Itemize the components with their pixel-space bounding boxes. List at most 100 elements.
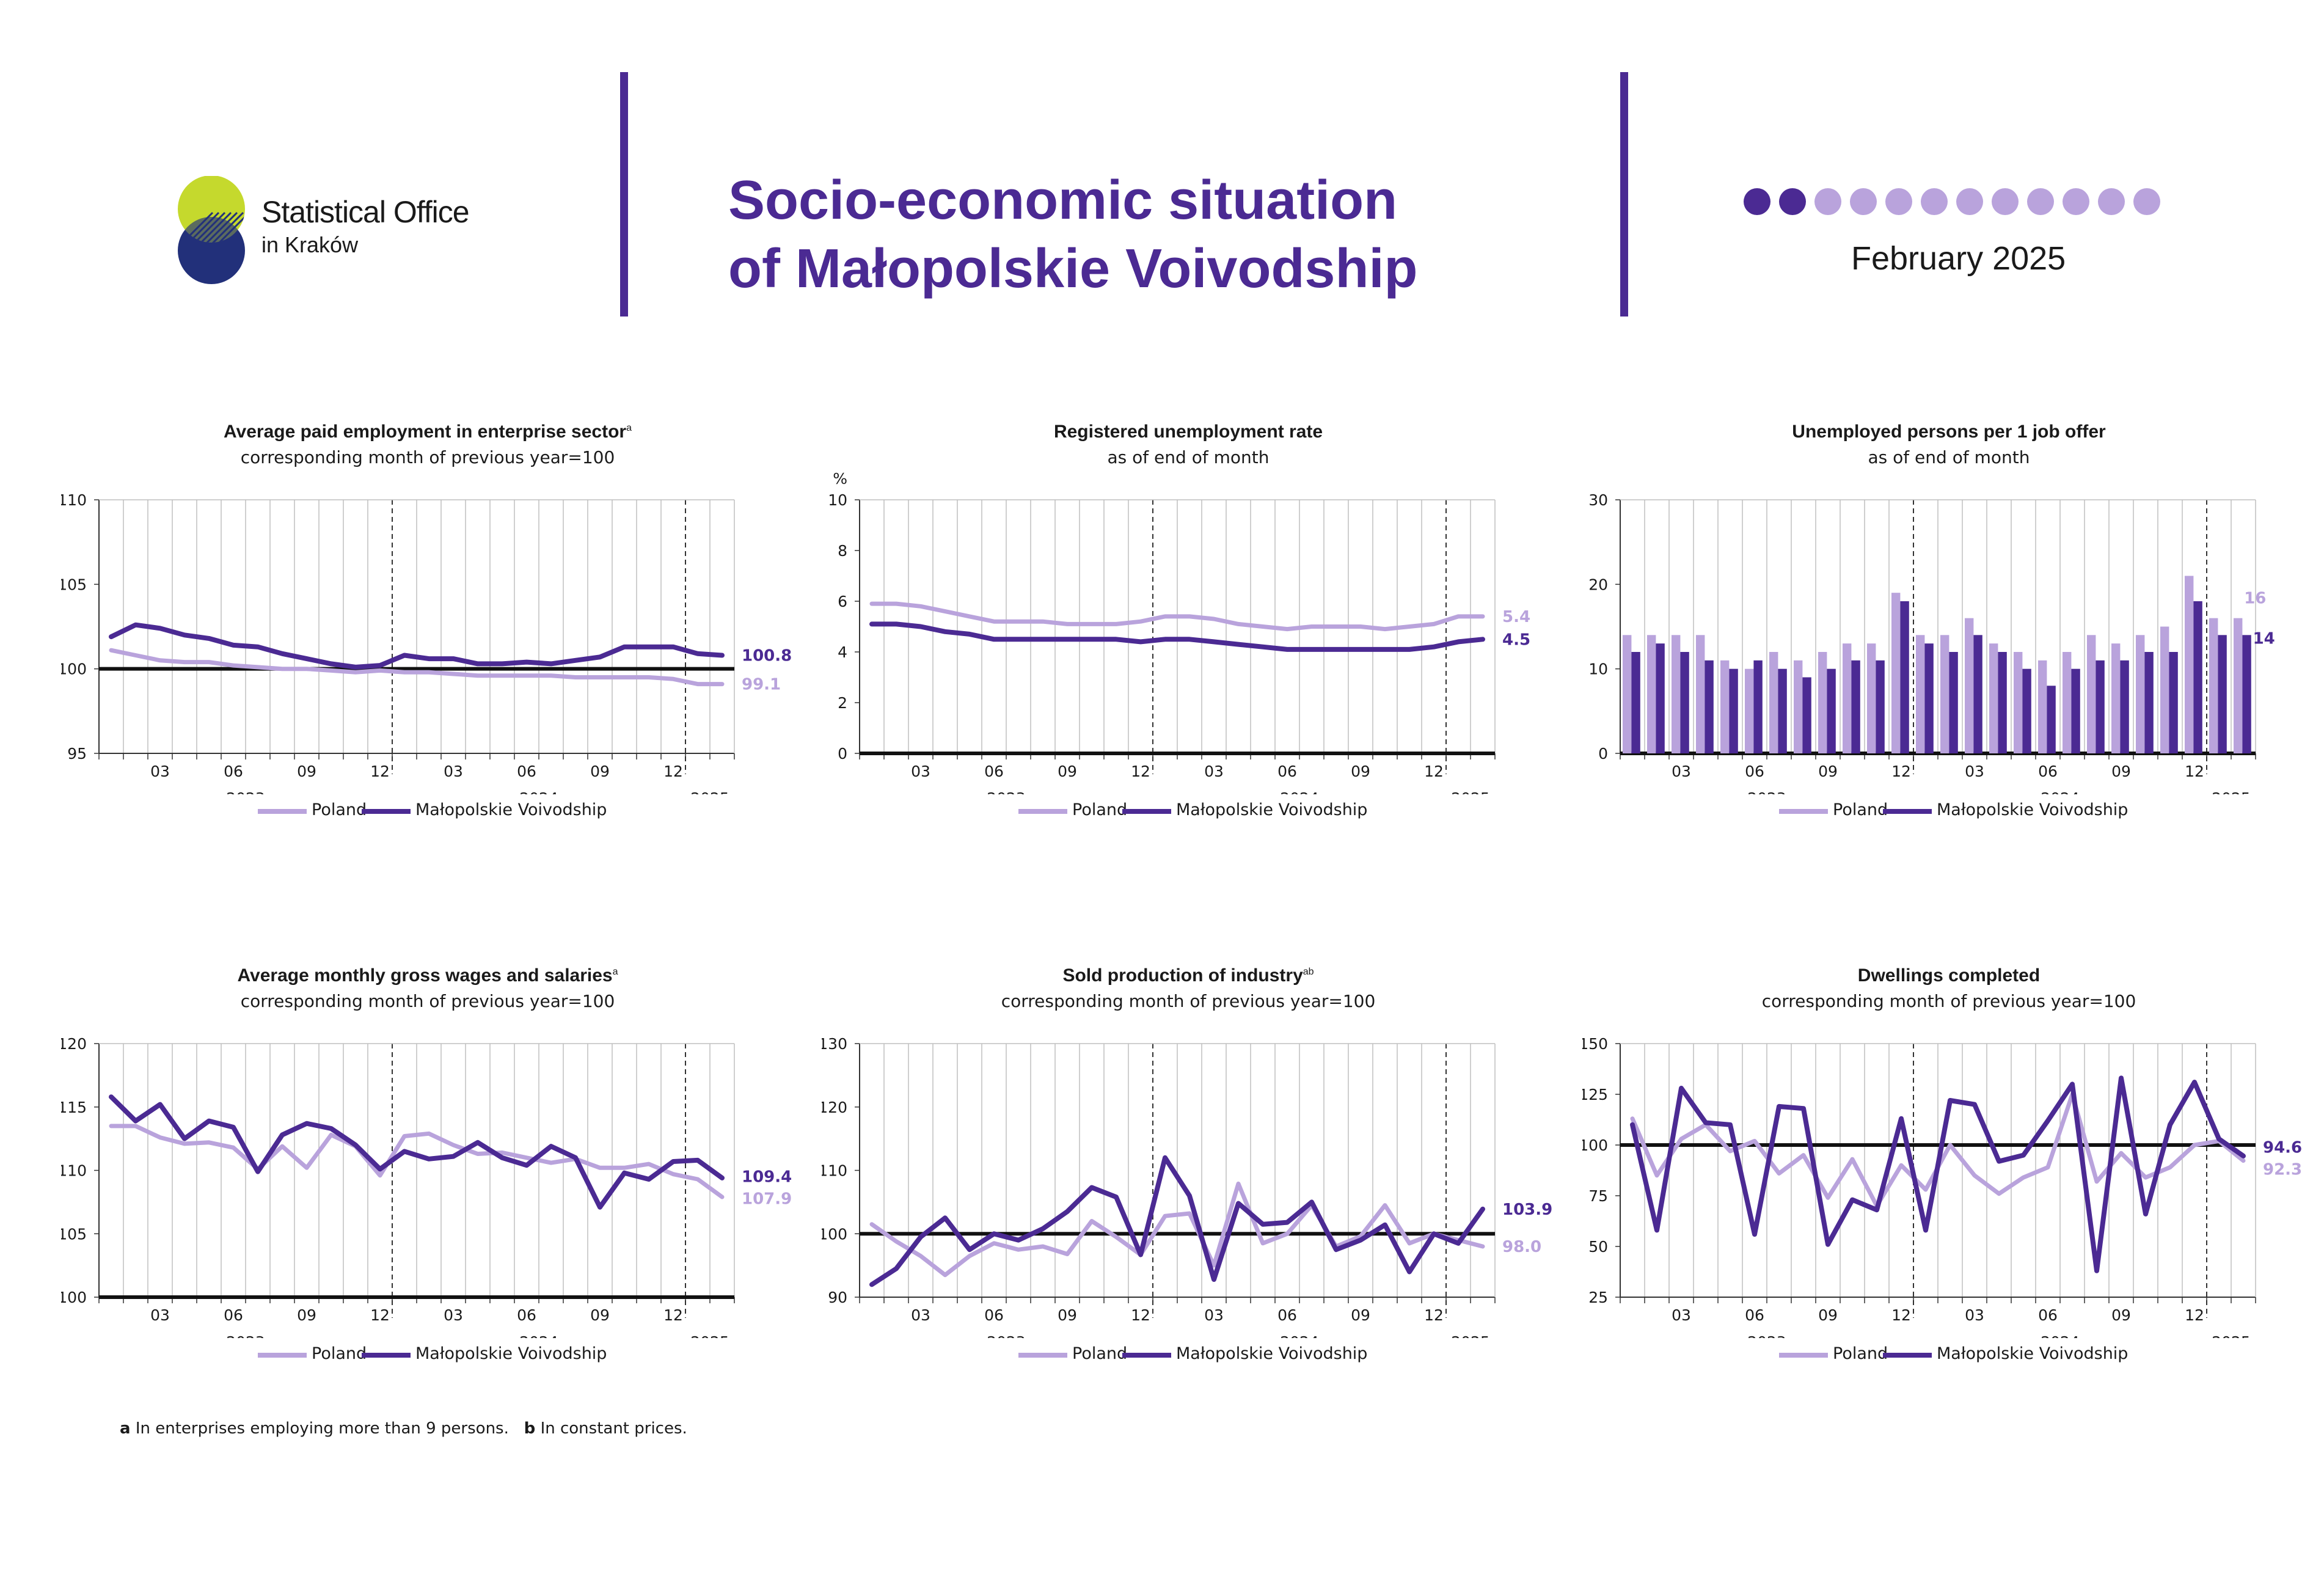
y-tick-label: 20 [1588,576,1608,593]
x-year-label: 2025 [1451,789,1490,794]
y-tick-label: 105 [61,576,87,593]
series-line-malopolskie [109,1094,725,1210]
x-tick-label: 12 [1891,1306,1911,1324]
x-tick-label: 12 [1424,763,1444,780]
bar-poland [1916,635,1925,753]
chart-subtitle: corresponding month of previous year=100 [1001,991,1376,1011]
logo-text-line1: Statistical Office [261,195,470,229]
chart-title: Average monthly gross wages and salaries… [61,965,794,986]
progress-dot [2098,188,2125,215]
legend-label: Małopolskie Voivodship [1176,1344,1368,1363]
y-tick-label: 105 [61,1225,87,1243]
y-tick-label: 95 [67,745,87,763]
legend-label: Poland [312,800,367,819]
x-tick-label: 06 [224,1306,243,1324]
x-tick-label: 09 [2111,1306,2131,1324]
y-unit-label: % [833,470,847,488]
x-year-label: 2025 [2212,1333,2251,1338]
y-tick-label: 50 [1588,1238,1608,1256]
progress-dot-active [1744,188,1770,215]
x-tick-label: 12 [2185,1306,2204,1324]
series-line-poland [869,601,1485,632]
legend-label: Małopolskie Voivodship [415,1344,607,1363]
y-tick-label: 6 [838,593,847,610]
progress-dot [1885,188,1912,215]
chart-legend: Poland Małopolskie Voivodship [61,800,794,825]
bar-poland [1867,643,1876,753]
x-year-label: 2023 [226,789,265,794]
logo-text-line2: in Kraków [261,232,359,257]
bar-malopolskie [2144,652,2154,753]
y-tick-label: 0 [1598,745,1608,763]
x-tick-label: 03 [150,763,170,780]
chart-panel-unemployed_per_offer: Unemployed persons per 1 job offer as of … [1582,422,2315,837]
series-line-poland [869,1181,1485,1278]
x-tick-label: 12 [370,1306,390,1324]
y-tick-label: 110 [822,1162,847,1180]
series-line-malopolskie [869,1155,1485,1287]
chart-title-footnote-marker: a [612,967,618,977]
y-tick-label: 10 [1588,660,1608,678]
x-tick-label: 12 [663,1306,683,1324]
series-line-malopolskie [1630,1075,2246,1273]
x-year-label: 2024 [519,789,558,794]
x-tick-label: 06 [2038,763,2058,780]
x-tick-label: 12 [663,763,683,780]
bar-poland [1891,593,1901,753]
bar-malopolskie [2218,635,2227,753]
header-divider-left [620,72,628,317]
chart-title-footnote-marker: a [626,423,632,433]
footnote-a-text: In enterprises employing more than 9 per… [135,1419,509,1438]
series-line-poland [109,1124,725,1199]
x-tick-label: 12 [1131,763,1150,780]
bar-malopolskie [1998,652,2007,753]
chart-legend: Poland Małopolskie Voivodship [822,1344,1555,1369]
legend-swatch [1018,809,1067,814]
bar-poland [1940,635,1949,753]
end-value-label: 99.1 [742,676,781,694]
x-tick-label: 03 [1965,1306,1984,1324]
x-tick-label: 03 [1672,763,1691,780]
footnote-b-text: In constant prices. [540,1419,687,1438]
x-tick-label: 09 [1058,1306,1077,1324]
x-tick-label: 06 [2038,1306,2058,1324]
x-tick-label: 06 [984,1306,1004,1324]
x-year-label: 2024 [2041,1333,2080,1338]
y-tick-label: 4 [838,643,847,661]
progress-dot [1956,188,1983,215]
legend-swatch [1122,1353,1171,1358]
series-line-malopolskie [869,621,1485,652]
logo-mark-icon [178,175,245,284]
x-tick-label: 09 [297,763,316,780]
progress-dot [1992,188,2019,215]
y-tick-label: 110 [61,491,87,509]
x-year-label: 2024 [519,1333,558,1338]
end-value-label: 5.4 [1502,608,1530,626]
y-tick-label: 110 [61,1162,87,1180]
bar-malopolskie [1705,660,1714,753]
y-tick-label: 130 [822,1035,847,1053]
y-tick-label: 25 [1588,1289,1608,1306]
chart-legend: Poland Małopolskie Voivodship [1582,800,2315,825]
end-value-label: 103.9 [1502,1201,1552,1219]
end-value-label: 98.0 [1502,1238,1541,1256]
x-tick-label: 03 [444,1306,463,1324]
chart-title-text: Dwellings completed [1857,965,2041,986]
x-tick-label: 09 [1818,1306,1838,1324]
bar-poland [2234,618,2243,753]
page-title-line1: Socio-economic situation [728,170,1398,231]
bar-poland [2038,660,2047,753]
chart-panel-employment: Average paid employment in enterprise se… [61,422,794,837]
bar-poland [1769,652,1778,753]
y-tick-label: 100 [822,1225,847,1243]
bar-malopolskie [2193,601,2202,753]
chart-panel-dwellings: Dwellings completed corresponding month o… [1582,965,2315,1381]
x-tick-label: 12 [2185,763,2204,780]
x-tick-label: 09 [297,1306,316,1324]
x-tick-label: 09 [1058,763,1077,780]
bar-poland [1720,660,1730,753]
chart-title: Unemployed persons per 1 job offer [1582,422,2315,442]
y-tick-label: 150 [1582,1035,1608,1053]
bar-malopolskie [2242,635,2251,753]
legend-label: Poland [1072,800,1128,819]
